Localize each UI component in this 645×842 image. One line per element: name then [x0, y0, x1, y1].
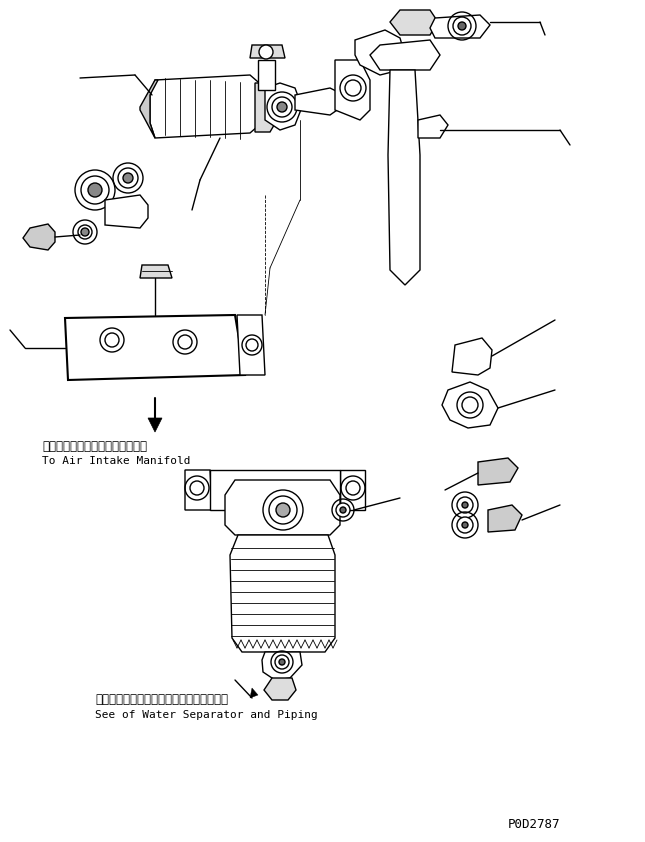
- Circle shape: [457, 517, 473, 533]
- Circle shape: [246, 339, 258, 351]
- Circle shape: [340, 507, 346, 513]
- Polygon shape: [255, 83, 280, 132]
- Polygon shape: [340, 470, 365, 510]
- Polygon shape: [430, 15, 490, 38]
- Polygon shape: [140, 80, 158, 138]
- Circle shape: [462, 522, 468, 528]
- Polygon shape: [442, 382, 498, 428]
- Text: See of Water Separator and Piping: See of Water Separator and Piping: [95, 710, 318, 720]
- Text: ウォータセパレータおよびパイピング参照: ウォータセパレータおよびパイピング参照: [95, 693, 228, 706]
- Polygon shape: [258, 60, 275, 90]
- Polygon shape: [295, 88, 340, 115]
- Polygon shape: [452, 338, 492, 375]
- Circle shape: [458, 22, 466, 30]
- Text: P0D2787: P0D2787: [508, 818, 561, 831]
- Circle shape: [269, 496, 297, 524]
- Circle shape: [81, 176, 109, 204]
- Polygon shape: [264, 678, 296, 700]
- Text: To Air Intake Manifold: To Air Intake Manifold: [42, 456, 190, 466]
- Polygon shape: [262, 652, 302, 680]
- Polygon shape: [65, 315, 245, 380]
- Circle shape: [88, 183, 102, 197]
- Polygon shape: [265, 83, 302, 130]
- Polygon shape: [250, 45, 285, 58]
- Polygon shape: [250, 688, 258, 698]
- Polygon shape: [237, 315, 265, 375]
- Circle shape: [78, 225, 92, 239]
- Polygon shape: [185, 470, 212, 510]
- Polygon shape: [105, 195, 148, 228]
- Polygon shape: [370, 40, 440, 70]
- Circle shape: [275, 655, 289, 669]
- Circle shape: [462, 397, 478, 413]
- Circle shape: [178, 335, 192, 349]
- Circle shape: [279, 659, 285, 665]
- Polygon shape: [335, 60, 370, 120]
- Text: エアーインテークマニホールドへ: エアーインテークマニホールドへ: [42, 440, 147, 453]
- Circle shape: [272, 97, 292, 117]
- Polygon shape: [418, 115, 448, 138]
- Circle shape: [462, 502, 468, 508]
- Polygon shape: [148, 418, 162, 432]
- Polygon shape: [390, 10, 438, 35]
- Circle shape: [81, 228, 89, 236]
- Circle shape: [457, 497, 473, 513]
- Circle shape: [277, 102, 287, 112]
- Polygon shape: [23, 224, 55, 250]
- Circle shape: [336, 503, 350, 517]
- Circle shape: [453, 17, 471, 35]
- Polygon shape: [140, 265, 172, 278]
- Polygon shape: [478, 458, 518, 485]
- Circle shape: [276, 503, 290, 517]
- Polygon shape: [225, 480, 340, 535]
- Circle shape: [259, 45, 273, 59]
- Polygon shape: [150, 75, 265, 138]
- Circle shape: [105, 333, 119, 347]
- Circle shape: [346, 481, 360, 495]
- Circle shape: [123, 173, 133, 183]
- Polygon shape: [488, 505, 522, 532]
- Circle shape: [190, 481, 204, 495]
- Circle shape: [345, 80, 361, 96]
- Circle shape: [118, 168, 138, 188]
- Polygon shape: [230, 535, 335, 652]
- Polygon shape: [210, 470, 340, 510]
- Polygon shape: [388, 70, 420, 285]
- Polygon shape: [355, 30, 405, 75]
